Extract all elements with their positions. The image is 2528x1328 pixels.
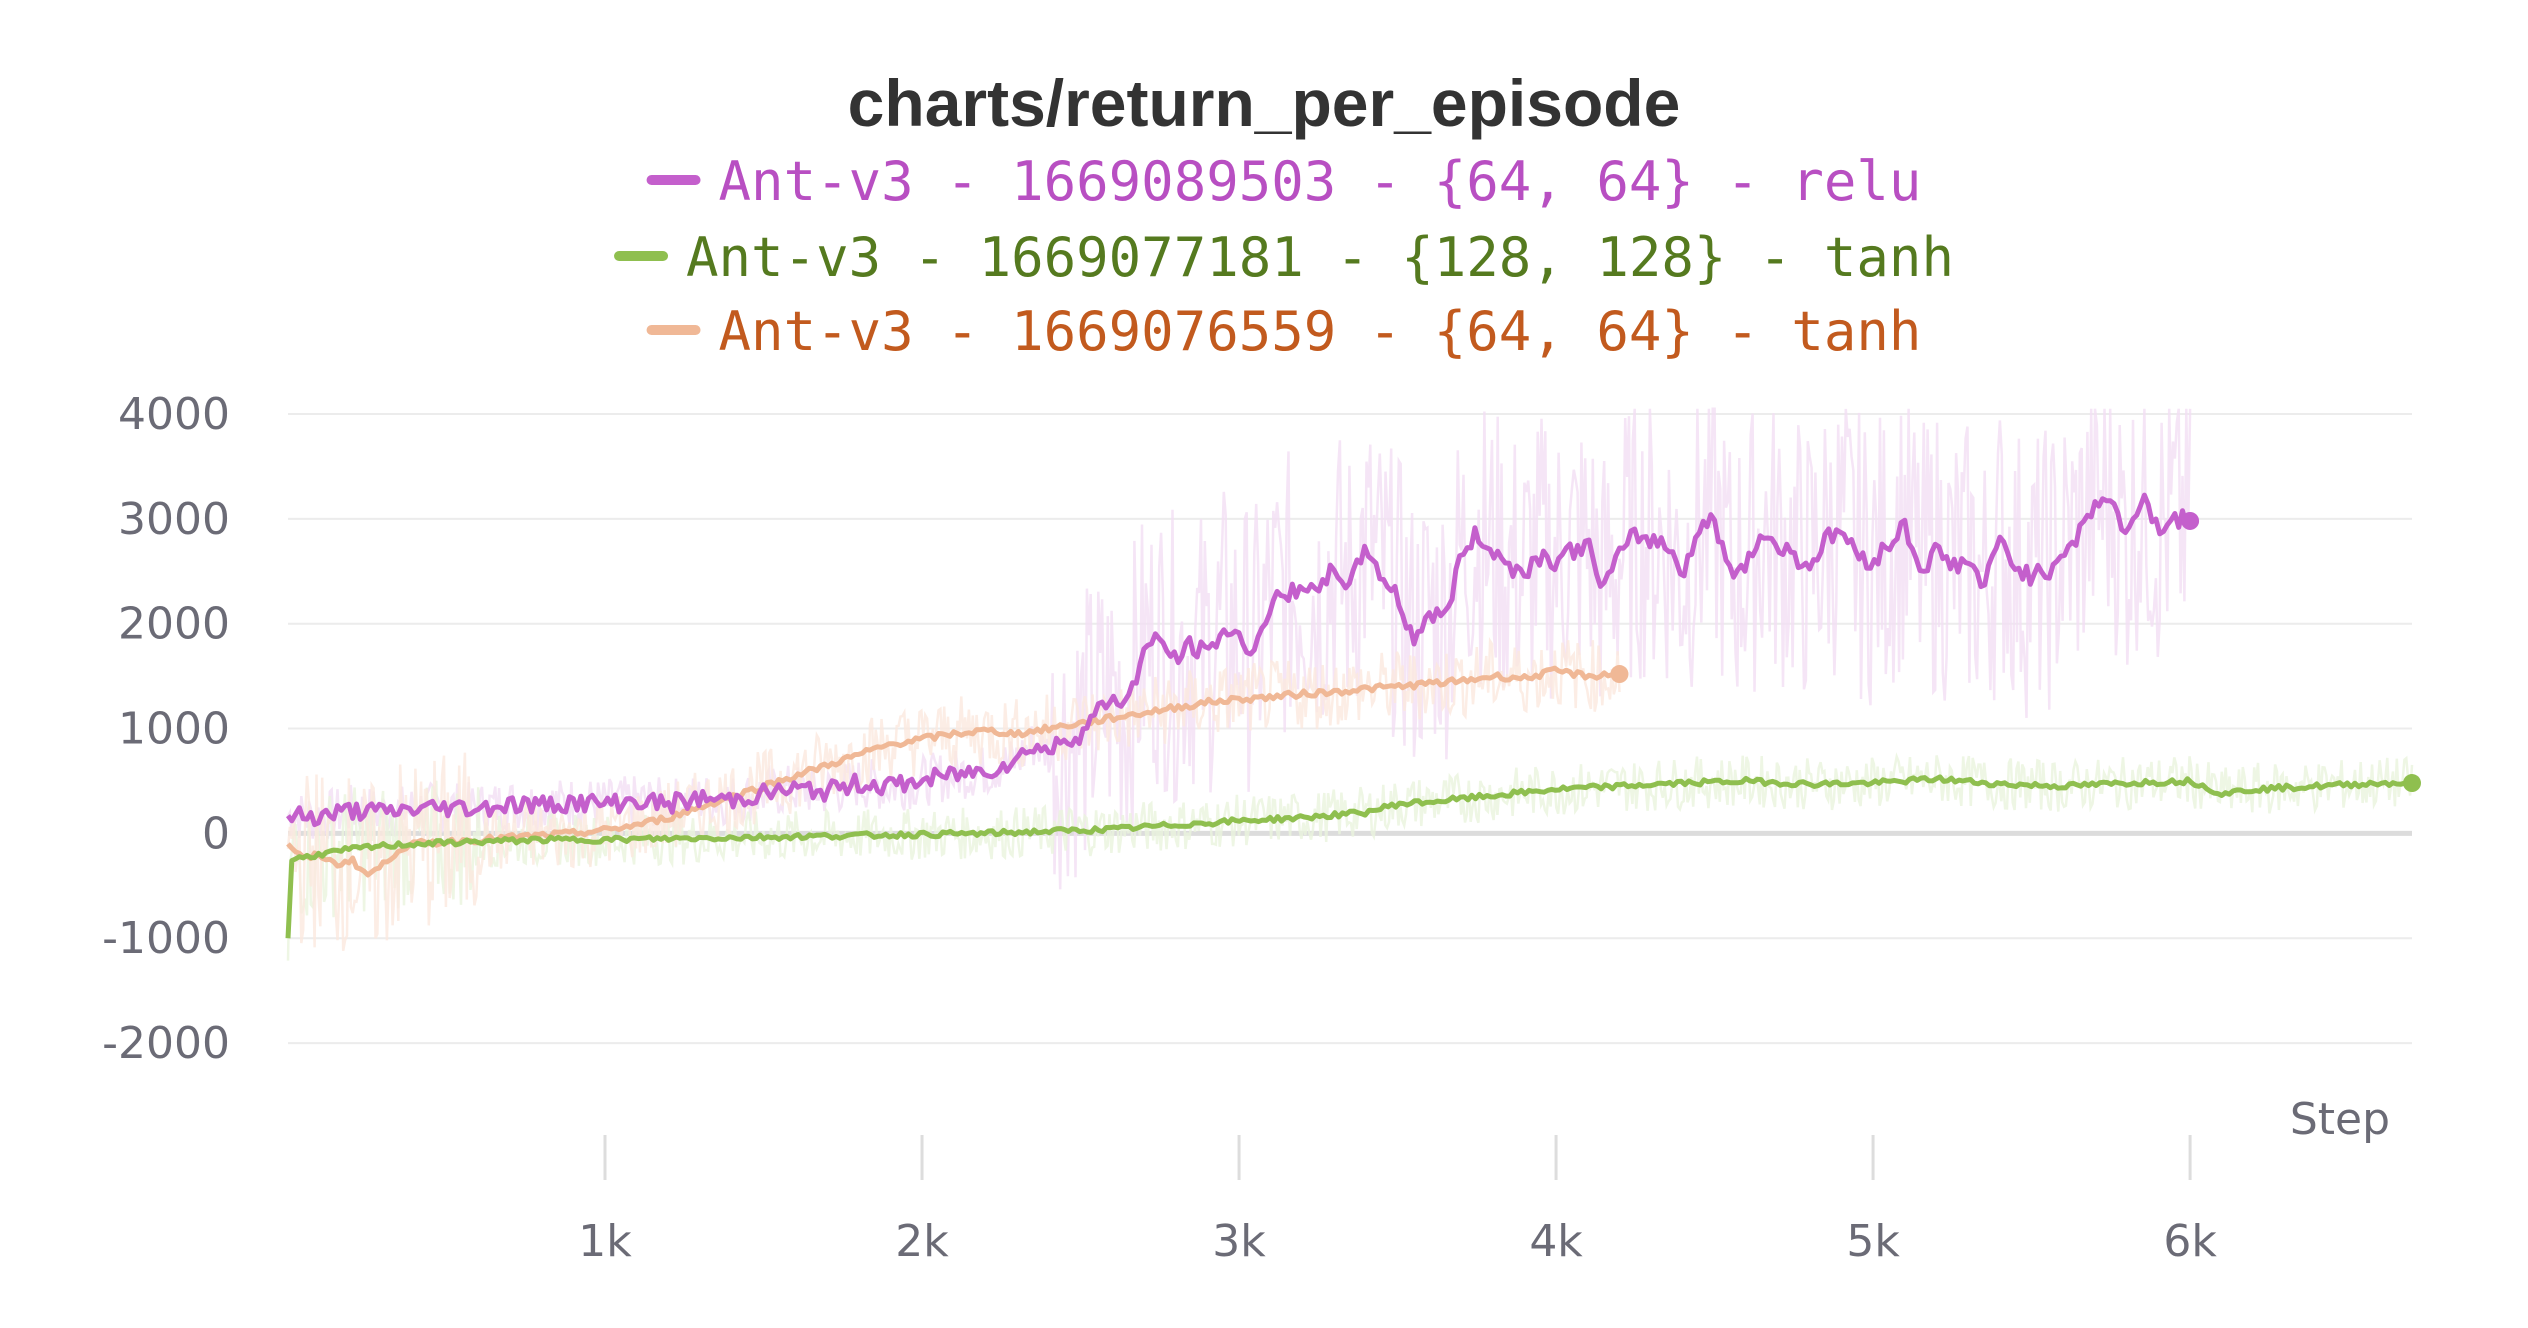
series-line[interactable]	[285, 774, 2414, 939]
series-line[interactable]	[286, 665, 1620, 878]
y-tick-label: 2000	[118, 599, 230, 650]
legend-item[interactable]: Ant-v3 - 1669089503 - {64, 64} - relu	[646, 150, 1922, 213]
y-tick-label: -1000	[102, 913, 230, 964]
y-axis: 4000 3000 2000 1000 0 -1000 -2000	[102, 389, 230, 1069]
series-raw-line	[286, 407, 2192, 890]
legend-item[interactable]: Ant-v3 - 1669076559 - {64, 64} - tanh	[646, 300, 1922, 363]
series-end-point[interactable]	[2403, 774, 2421, 793]
series-end-point[interactable]	[2181, 511, 2200, 530]
x-axis: 1k 2k 3k 4k 5k 6k	[578, 1135, 2217, 1267]
legend: Ant-v3 - 1669089503 - {64, 64} - relu Ant…	[614, 150, 1954, 363]
y-tick-label: 0	[202, 808, 230, 859]
legend-swatch	[646, 175, 701, 185]
legend-swatch	[614, 251, 669, 261]
x-tick-label: 1k	[578, 1216, 632, 1267]
x-tick-label: 3k	[1212, 1216, 1266, 1267]
x-tick-label: 6k	[2163, 1216, 2217, 1267]
legend-label: Ant-v3 - 1669076559 - {64, 64} - tanh	[719, 300, 1922, 363]
series-line[interactable]	[285, 492, 2192, 828]
x-axis-label: Step	[2290, 1094, 2390, 1145]
legend-swatch	[646, 325, 701, 335]
x-tick-label: 2k	[895, 1216, 949, 1267]
y-tick-label: 4000	[118, 389, 230, 440]
y-tick-label: -2000	[102, 1018, 230, 1069]
chart-title: charts/return_per_episode	[848, 66, 1681, 140]
series-end-point[interactable]	[1610, 665, 1629, 684]
x-tick-label: 4k	[1529, 1216, 1583, 1267]
legend-label: Ant-v3 - 1669077181 - {128, 128} - tanh	[686, 226, 1954, 289]
raw-series-layer	[286, 407, 2414, 961]
legend-label: Ant-v3 - 1669089503 - {64, 64} - relu	[719, 150, 1922, 213]
series-lines-layer	[285, 492, 2421, 939]
x-tick-label: 5k	[1846, 1216, 1900, 1267]
legend-item[interactable]: Ant-v3 - 1669077181 - {128, 128} - tanh	[614, 226, 1954, 289]
series-raw-line	[286, 752, 2414, 961]
y-tick-label: 1000	[118, 704, 230, 755]
y-tick-label: 3000	[118, 494, 230, 545]
